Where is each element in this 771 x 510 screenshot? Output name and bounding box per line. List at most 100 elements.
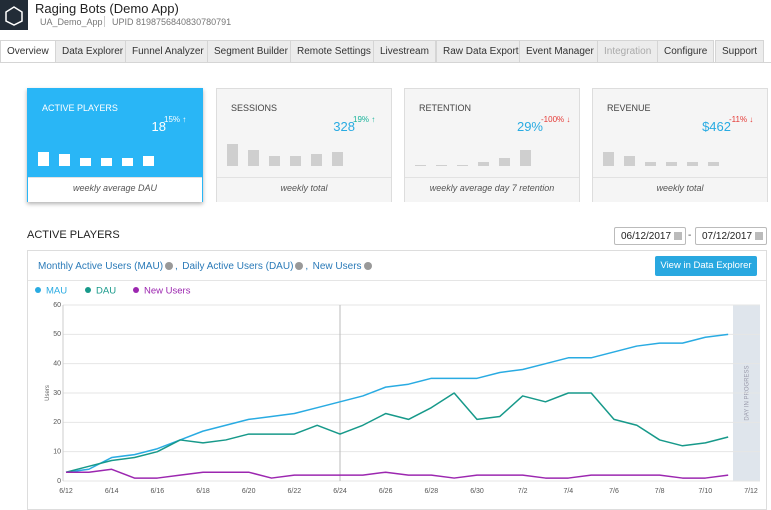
kpi-card[interactable]: ACTIVE PLAYERS 18 15% ↑ weekly average DAU	[27, 88, 203, 202]
card-value: $462	[702, 119, 731, 134]
x-tick-label: 6/16	[151, 488, 165, 495]
card-change: 15% ↑	[164, 115, 187, 124]
mini-bar	[499, 158, 510, 166]
tab[interactable]: Configure	[657, 40, 715, 62]
mini-bar	[478, 162, 489, 166]
help-icon[interactable]	[165, 262, 174, 270]
mini-bar	[457, 165, 468, 166]
y-tick-label: 60	[53, 302, 61, 309]
card-footer: weekly average DAU	[28, 177, 202, 202]
card-value: 18	[151, 119, 166, 134]
app-title: Raging Bots (Demo App)	[35, 1, 179, 16]
kpi-card[interactable]: SESSIONS 328 19% ↑ weekly total	[216, 88, 392, 202]
card-value: 328	[333, 119, 355, 134]
divider	[104, 16, 105, 27]
date-from-text: 06/12/2017	[621, 231, 672, 242]
section-title: ACTIVE PLAYERS	[27, 229, 120, 241]
x-tick-label: 7/6	[609, 488, 619, 495]
help-icon[interactable]	[295, 262, 304, 270]
x-tick-label: 7/4	[563, 488, 573, 495]
y-tick-label: 0	[57, 478, 61, 485]
tab[interactable]: Livestream	[373, 40, 436, 62]
mini-bar	[101, 158, 112, 166]
tab-rule	[0, 62, 771, 63]
card-label: SESSIONS	[231, 103, 278, 113]
x-tick-label: 6/28	[425, 488, 439, 495]
mini-bar	[80, 158, 91, 166]
mini-bar	[227, 144, 238, 166]
card-label: ACTIVE PLAYERS	[42, 103, 118, 113]
x-tick-label: 6/18	[196, 488, 210, 495]
date-from[interactable]: 06/12/2017	[614, 227, 686, 245]
line-series	[65, 392, 729, 473]
legend-label: DAU	[96, 286, 116, 297]
card-change: -11% ↓	[729, 115, 754, 124]
logo	[0, 0, 28, 30]
app-name: UA_Demo_App	[40, 17, 103, 27]
mini-bar	[624, 156, 635, 166]
link[interactable]: Daily Active Users (DAU)	[182, 261, 294, 272]
link[interactable]: New Users	[312, 261, 362, 272]
mini-bar	[666, 162, 677, 166]
y-axis-label: Users	[45, 385, 51, 401]
date-separator: -	[688, 230, 692, 241]
card-label: RETENTION	[419, 103, 472, 113]
separator: ,	[305, 261, 309, 272]
calendar-icon	[674, 232, 682, 240]
help-icon[interactable]	[363, 262, 372, 270]
mini-bar	[708, 162, 719, 166]
card-label: REVENUE	[607, 103, 651, 113]
link[interactable]: Monthly Active Users (MAU)	[38, 261, 164, 272]
y-tick-label: 20	[53, 419, 61, 426]
mini-bar	[143, 156, 154, 166]
mini-bar	[436, 165, 447, 166]
legend-marker	[35, 287, 41, 293]
x-tick-label: 6/26	[379, 488, 393, 495]
mini-bar	[415, 165, 426, 166]
x-tick-label: 6/12	[59, 488, 73, 495]
x-tick-label: 7/12	[744, 488, 758, 495]
tab[interactable]: Support	[715, 40, 765, 62]
card-change: 19% ↑	[353, 115, 376, 124]
mini-bar	[332, 152, 343, 166]
date-to-text: 07/12/2017	[702, 231, 753, 242]
panel-rule	[28, 280, 766, 281]
mini-bar	[269, 156, 280, 166]
mini-bar	[248, 150, 259, 166]
mini-bar	[520, 150, 531, 166]
x-tick-label: 6/14	[105, 488, 119, 495]
card-body: SESSIONS 328 19% ↑	[217, 89, 391, 177]
kpi-card[interactable]: RETENTION 29% -100% ↓ weekly average day 7 …	[404, 88, 580, 202]
mini-bar	[603, 152, 614, 166]
mini-bar	[59, 154, 70, 166]
x-tick-label: 6/24	[333, 488, 347, 495]
card-value: 29%	[516, 119, 543, 134]
card-body: REVENUE $462 -11% ↓	[593, 89, 767, 177]
x-tick-label: 6/20	[242, 488, 256, 495]
card-body: RETENTION 29% -100% ↓	[405, 89, 579, 177]
mini-bar	[311, 154, 322, 166]
metric-links: Monthly Active Users (MAU), Daily Active…	[38, 256, 374, 274]
calendar-icon	[755, 232, 763, 240]
kpi-card[interactable]: REVENUE $462 -11% ↓ weekly total	[592, 88, 768, 202]
x-tick-label: 6/22	[288, 488, 302, 495]
y-tick-label: 30	[53, 390, 61, 397]
mini-bar	[645, 162, 656, 166]
x-tick-label: 6/30	[470, 488, 484, 495]
x-tick-label: 7/10	[699, 488, 713, 495]
legend-label: New Users	[144, 286, 191, 297]
card-body: ACTIVE PLAYERS 18 15% ↑	[28, 89, 202, 177]
legend-marker	[133, 287, 139, 293]
mini-bar	[38, 152, 49, 166]
card-footer: weekly total	[593, 177, 767, 202]
card-change: -100% ↓	[541, 115, 571, 124]
card-footer: weekly total	[217, 177, 391, 202]
x-tick-label: 7/2	[518, 488, 528, 495]
mini-bar	[687, 162, 698, 166]
date-to[interactable]: 07/12/2017	[695, 227, 767, 245]
logo-icon	[5, 6, 23, 26]
button[interactable]: View in Data Explorer	[655, 256, 757, 276]
y-tick-label: 50	[53, 331, 61, 338]
